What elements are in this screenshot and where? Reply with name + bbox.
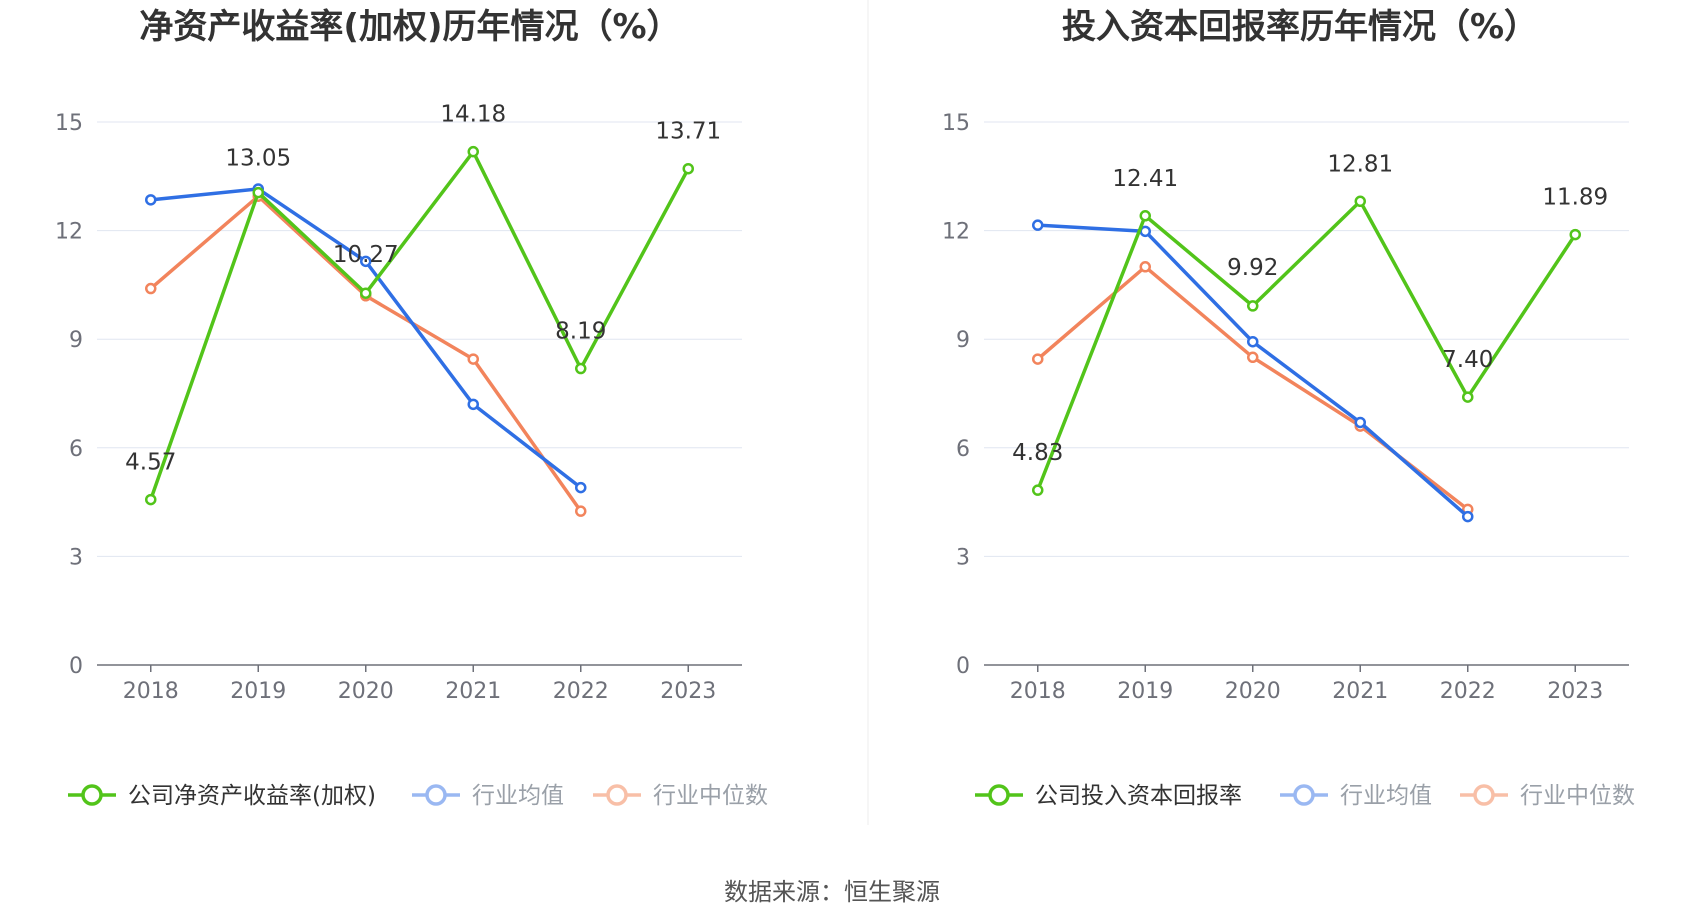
data-point[interactable] xyxy=(145,493,157,506)
data-point[interactable] xyxy=(145,282,157,295)
data-point[interactable] xyxy=(467,145,479,158)
data-point[interactable] xyxy=(467,398,479,411)
data-point[interactable] xyxy=(145,194,157,206)
data-point[interactable] xyxy=(1247,351,1259,364)
chart-title: 净资产收益率(加权)历年情况（%） xyxy=(139,7,680,47)
y-tick-label: 6 xyxy=(69,437,83,462)
x-tick-label: 2018 xyxy=(123,679,179,704)
chart-title: 投入资本回报率历年情况（%） xyxy=(1062,7,1538,47)
chart-panel-1: 净资产收益率(加权)历年情况（%） 0 3 6 9 12 15 2018 2019 2020 202… xyxy=(55,7,768,809)
data-point[interactable] xyxy=(575,362,587,375)
data-label: 14.18 xyxy=(440,102,506,128)
data-point[interactable] xyxy=(1354,195,1366,208)
x-tick-label: 2022 xyxy=(553,679,609,704)
data-point[interactable] xyxy=(1139,210,1151,222)
data-label: 12.41 xyxy=(1112,166,1178,192)
x-tick-label: 2021 xyxy=(445,679,501,704)
data-label: 7.40 xyxy=(1442,347,1493,373)
x-tick-label: 2023 xyxy=(1547,679,1603,704)
data-label: 13.05 xyxy=(225,146,291,172)
y-tick-label: 9 xyxy=(69,328,83,353)
legend-marker xyxy=(606,784,628,806)
legend-label: 行业均值 xyxy=(472,783,564,809)
series-line xyxy=(1036,199,1577,491)
data-point[interactable] xyxy=(575,481,587,494)
series-line xyxy=(149,149,690,501)
data-point[interactable] xyxy=(1032,484,1044,496)
data-point[interactable] xyxy=(360,255,372,268)
y-tick-label: 3 xyxy=(956,545,970,570)
legend-marker xyxy=(988,784,1010,806)
x-tick-label: 2018 xyxy=(1010,679,1066,704)
legend-item[interactable]: 行业中位数 xyxy=(1460,783,1635,809)
data-point[interactable] xyxy=(1462,391,1474,403)
legend-label: 行业中位数 xyxy=(1520,783,1635,809)
data-point[interactable] xyxy=(682,162,694,175)
legend-marker xyxy=(81,784,103,806)
legend-marker xyxy=(1473,784,1495,806)
data-point[interactable] xyxy=(1247,300,1259,312)
data-source: 数据来源：恒生聚源 xyxy=(724,878,940,906)
y-tick-label: 15 xyxy=(942,111,970,136)
data-label: 10.27 xyxy=(333,242,399,268)
legend-marker xyxy=(1293,784,1315,806)
data-label: 8.19 xyxy=(555,319,606,345)
data-point[interactable] xyxy=(360,287,372,299)
data-label: 4.57 xyxy=(125,450,176,476)
y-tick-label: 12 xyxy=(55,220,83,245)
data-point[interactable] xyxy=(1032,353,1044,365)
data-point[interactable] xyxy=(1462,510,1474,523)
legend-item[interactable]: 行业均值 xyxy=(412,783,564,809)
x-tick-label: 2023 xyxy=(660,679,716,704)
legend-label: 公司投入资本回报率 xyxy=(1035,783,1242,809)
data-point[interactable] xyxy=(252,186,264,199)
data-point[interactable] xyxy=(575,505,587,517)
data-point[interactable] xyxy=(1354,416,1366,429)
data-label: 4.83 xyxy=(1012,440,1063,466)
y-tick-label: 12 xyxy=(942,220,970,245)
legend-item[interactable]: 行业均值 xyxy=(1280,783,1432,809)
legend-marker xyxy=(425,784,447,806)
legend-label: 行业均值 xyxy=(1340,783,1432,809)
y-tick-label: 15 xyxy=(55,111,83,136)
x-tick-label: 2021 xyxy=(1332,679,1388,704)
x-tick-label: 2020 xyxy=(338,679,394,704)
y-tick-label: 6 xyxy=(956,437,970,462)
data-point[interactable] xyxy=(1247,335,1259,348)
y-tick-label: 3 xyxy=(69,545,83,570)
data-label: 9.92 xyxy=(1227,255,1278,281)
chart-panel-2: 投入资本回报率历年情况（%） 0 3 6 9 12 15 2018 2019 2020 2021 20… xyxy=(942,7,1635,809)
data-point[interactable] xyxy=(1032,219,1044,231)
y-tick-label: 0 xyxy=(69,654,83,679)
x-tick-label: 2019 xyxy=(1117,679,1173,704)
legend-label: 行业中位数 xyxy=(653,783,768,809)
data-point[interactable] xyxy=(467,353,479,365)
data-label: 11.89 xyxy=(1542,185,1608,211)
y-tick-label: 9 xyxy=(956,328,970,353)
x-tick-label: 2020 xyxy=(1225,679,1281,704)
data-point[interactable] xyxy=(1139,261,1151,273)
legend-item[interactable]: 公司净资产收益率(加权) xyxy=(68,783,376,809)
data-label: 12.81 xyxy=(1327,151,1393,177)
x-tick-label: 2019 xyxy=(230,679,286,704)
legend-item[interactable]: 公司投入资本回报率 xyxy=(975,783,1242,809)
legend-label: 公司净资产收益率(加权) xyxy=(128,783,376,809)
x-tick-label: 2022 xyxy=(1440,679,1496,704)
data-point[interactable] xyxy=(1569,228,1581,241)
y-tick-label: 0 xyxy=(956,654,970,679)
legend-item[interactable]: 行业中位数 xyxy=(593,783,768,809)
data-label: 13.71 xyxy=(655,119,721,145)
